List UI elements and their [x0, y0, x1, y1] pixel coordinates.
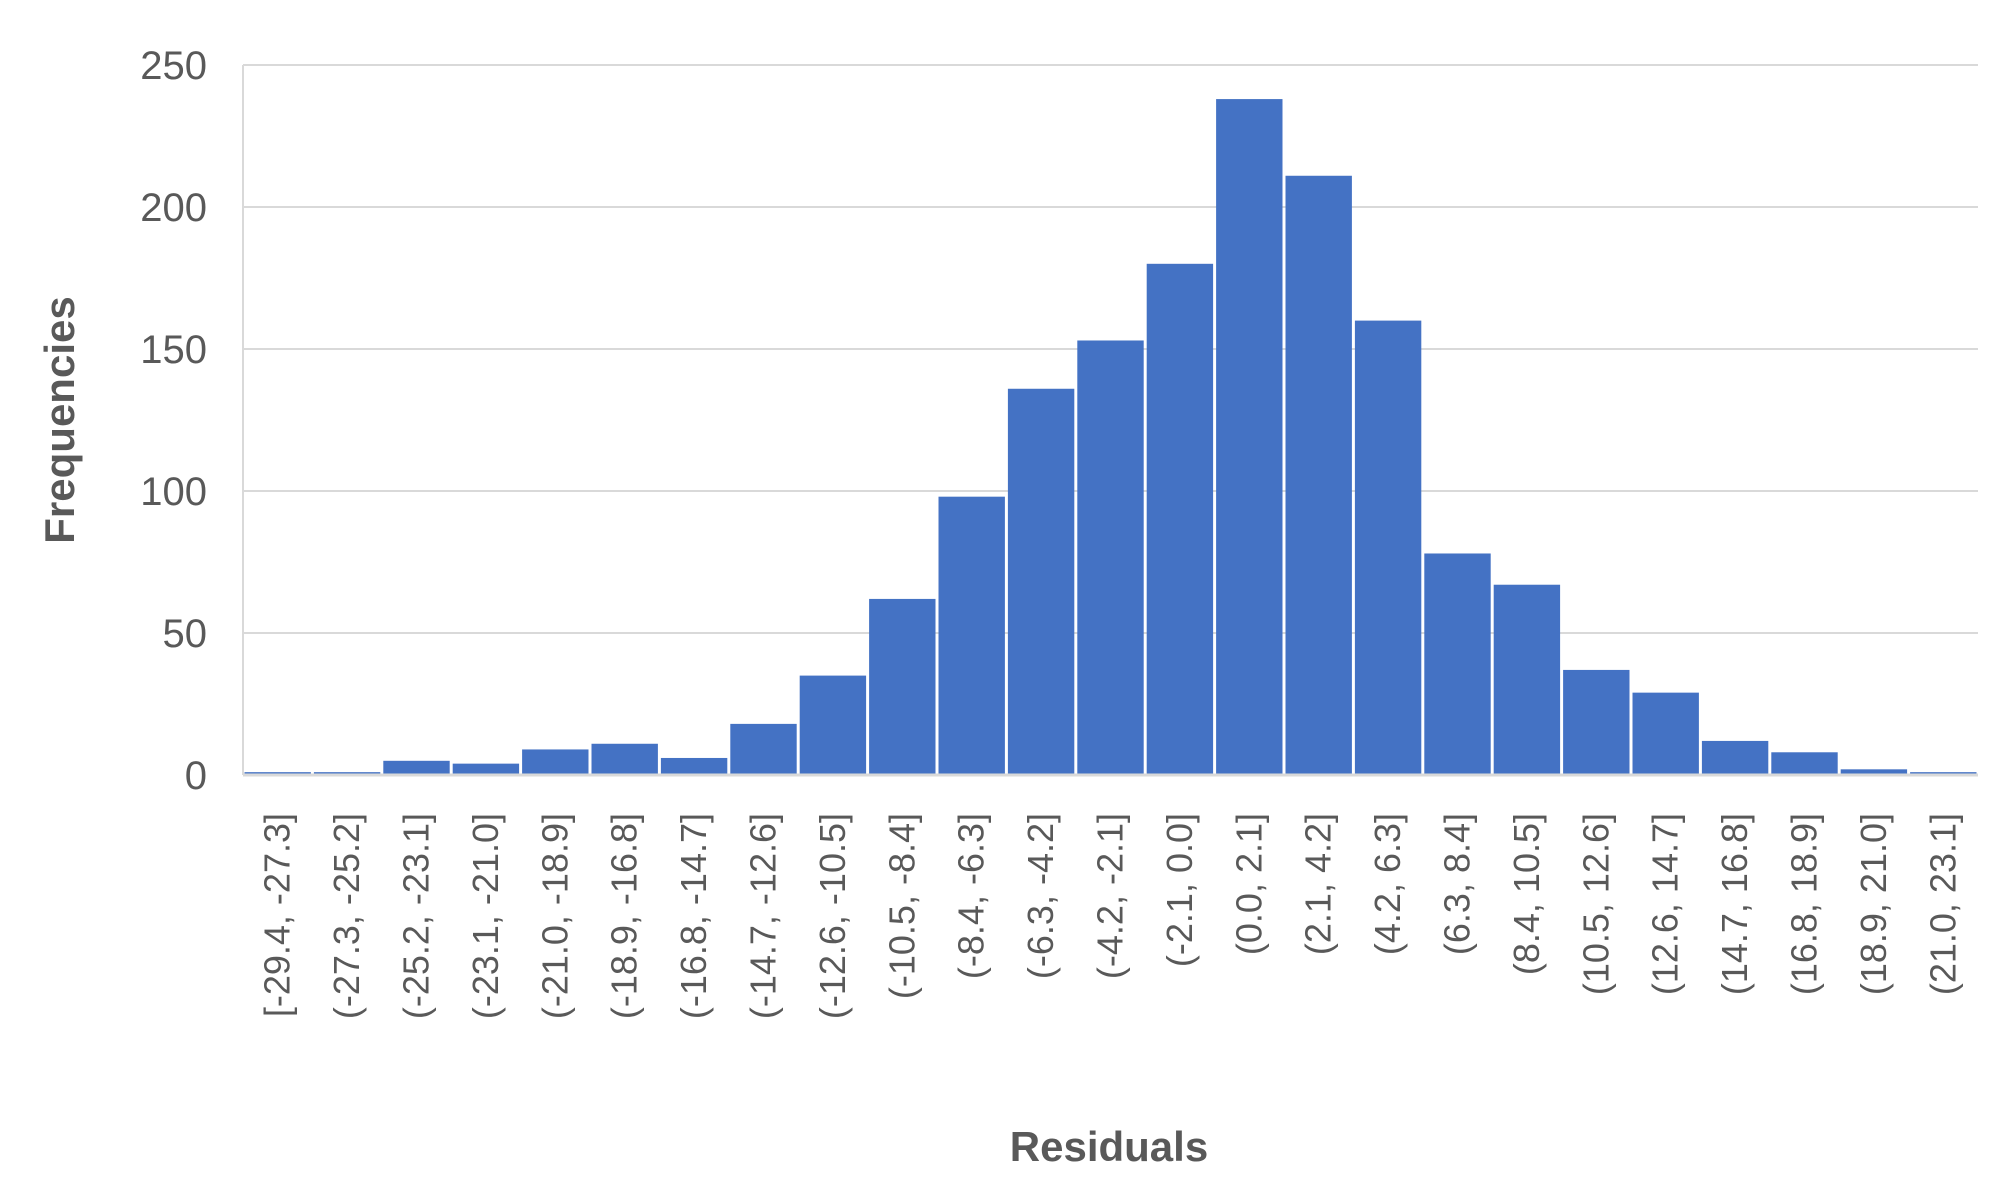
x-tick-label: (-10.5, -8.4]	[881, 813, 922, 999]
x-tick-label: (10.5, 12.6]	[1575, 813, 1616, 995]
x-tick-label: (-18.9, -16.8]	[604, 813, 645, 1019]
x-tick-label: (4.2, 6.3]	[1367, 813, 1408, 955]
histogram-bar	[1077, 340, 1144, 775]
histogram-bar	[1354, 320, 1422, 775]
x-tick-label: (-6.3, -4.2]	[1020, 813, 1061, 979]
x-tick-label: (-12.6, -10.5]	[812, 813, 853, 1019]
histogram-bar	[1563, 669, 1630, 775]
histogram-bar	[1007, 388, 1075, 775]
histogram-bar	[799, 675, 867, 775]
histogram-bar	[1216, 99, 1283, 775]
x-tick-label: (-21.0, -18.9]	[534, 813, 575, 1019]
x-tick-label: (2.1, 4.2]	[1298, 813, 1339, 955]
histogram-bar	[1285, 175, 1352, 775]
x-tick-label: (8.4, 10.5]	[1506, 813, 1547, 975]
histogram-bar	[660, 757, 728, 775]
y-tick-label: 100	[140, 470, 207, 514]
histogram-bar	[591, 743, 658, 775]
histogram-bar	[1493, 584, 1561, 775]
y-tick-label: 200	[140, 186, 207, 230]
histogram-bar	[1424, 553, 1491, 775]
x-tick-label: (16.8, 18.9]	[1784, 813, 1825, 995]
histogram-bar	[1701, 740, 1769, 775]
histogram-bar	[730, 723, 797, 775]
x-tick-label: (-23.1, -21.0]	[465, 813, 506, 1019]
x-axis-title: Residuals	[1010, 1123, 1208, 1170]
y-tick-label: 250	[140, 44, 207, 88]
histogram-bar	[1632, 692, 1699, 775]
y-tick-label: 150	[140, 328, 207, 372]
x-tick-label: (21.0, 23.1]	[1922, 813, 1963, 995]
x-tick-label: (-25.2, -23.1]	[396, 813, 437, 1019]
x-tick-label: (18.9, 21.0]	[1853, 813, 1894, 995]
bars	[244, 99, 1977, 775]
x-tick-label: (14.7, 16.8]	[1714, 813, 1755, 995]
x-tick-label: (-2.1, 0.0]	[1159, 813, 1200, 967]
x-tick-label: (-14.7, -12.6]	[743, 813, 784, 1019]
y-axis-title: Frequencies	[36, 296, 83, 543]
histogram-bar	[1840, 769, 1908, 775]
x-tick-label: (-8.4, -6.3]	[951, 813, 992, 979]
y-axis-ticks: 0 50 100 150 200 250	[140, 44, 207, 798]
y-tick-label: 0	[185, 754, 207, 798]
histogram-bar	[1771, 752, 1838, 775]
histogram-bar	[938, 496, 1005, 775]
x-tick-label: [-29.4, -27.3]	[257, 813, 298, 1017]
y-tick-label: 50	[163, 612, 208, 656]
x-tick-label: (-4.2, -2.1]	[1090, 813, 1131, 979]
x-axis-ticks: [-29.4, -27.3] (-27.3, -25.2] (-25.2, -23.…	[257, 813, 1964, 1019]
histogram-bar	[522, 749, 589, 775]
x-tick-label: (12.6, 14.7]	[1645, 813, 1686, 995]
x-tick-label: (-27.3, -25.2]	[326, 813, 367, 1019]
histogram-bar	[869, 598, 936, 775]
histogram-bar	[1146, 263, 1214, 775]
histogram-bar	[383, 760, 450, 775]
histogram-bar	[452, 763, 520, 775]
x-tick-label: (6.3, 8.4]	[1437, 813, 1478, 955]
x-tick-label: (0.0, 2.1]	[1228, 813, 1269, 955]
x-tick-label: (-16.8, -14.7]	[673, 813, 714, 1019]
